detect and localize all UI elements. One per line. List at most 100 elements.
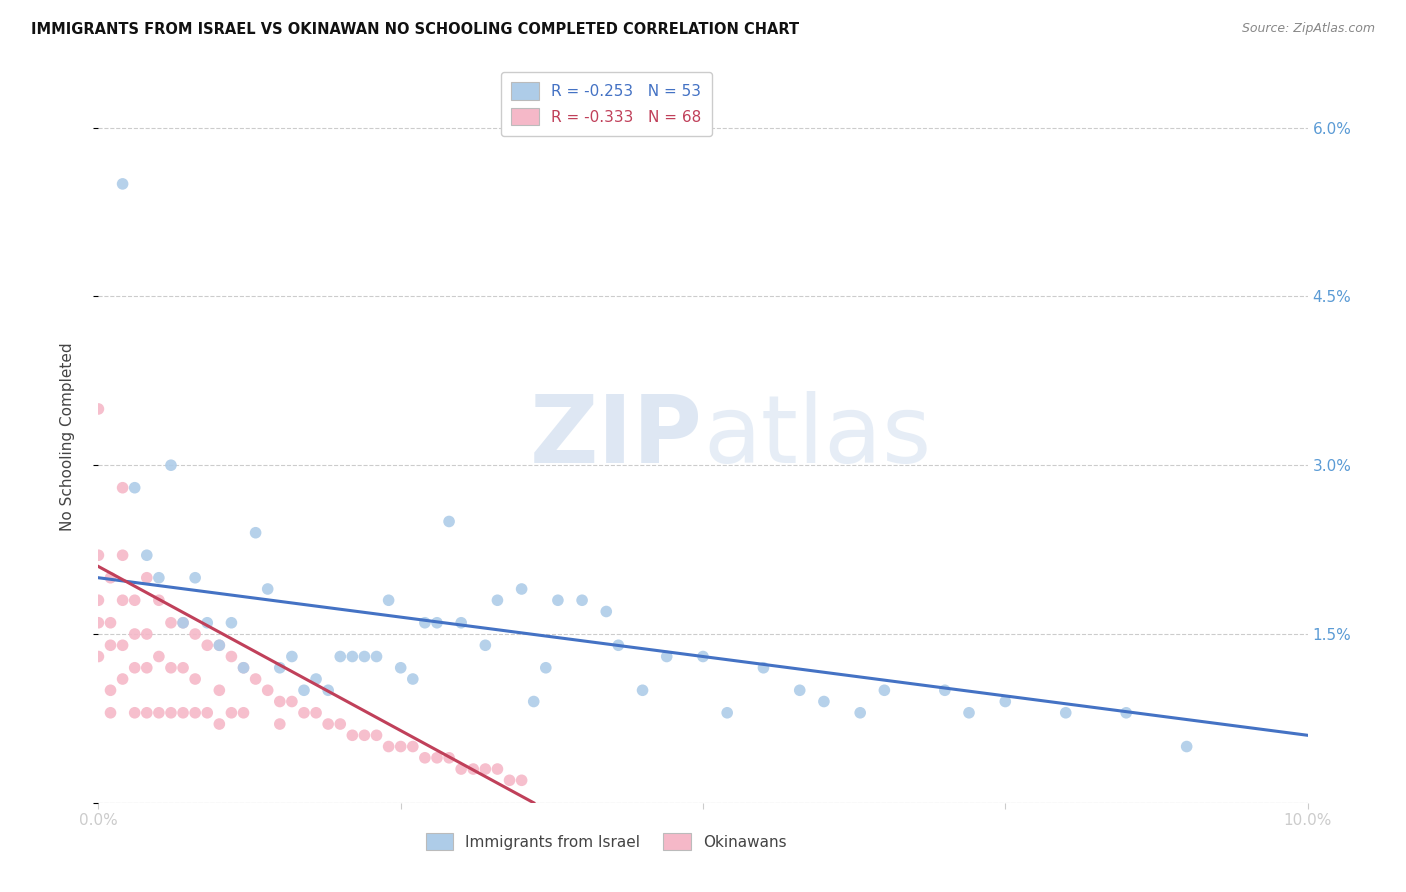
Point	[269, 694, 291, 708]
Point	[87, 649, 110, 664]
Point	[523, 694, 546, 708]
Point	[160, 615, 183, 630]
Point	[571, 593, 593, 607]
Text: atlas: atlas	[703, 391, 931, 483]
Point	[87, 615, 110, 630]
Point	[135, 548, 157, 562]
Point	[510, 582, 533, 596]
Point	[474, 762, 496, 776]
Legend: Immigrants from Israel, Okinawans: Immigrants from Israel, Okinawans	[415, 822, 797, 861]
Point	[148, 571, 170, 585]
Point	[437, 751, 460, 765]
Point	[366, 728, 388, 742]
Point	[342, 728, 364, 742]
Point	[873, 683, 896, 698]
Point	[256, 582, 278, 596]
Point	[413, 615, 436, 630]
Point	[184, 706, 207, 720]
Point	[366, 649, 388, 664]
Point	[172, 615, 194, 630]
Point	[124, 627, 146, 641]
Point	[716, 706, 738, 720]
Point	[377, 593, 399, 607]
Point	[631, 683, 654, 698]
Point	[148, 706, 170, 720]
Point	[474, 638, 496, 652]
Point	[208, 638, 231, 652]
Point	[135, 627, 157, 641]
Point	[849, 706, 872, 720]
Point	[813, 694, 835, 708]
Point	[111, 593, 134, 607]
Point	[547, 593, 569, 607]
Point	[486, 593, 509, 607]
Point	[305, 706, 328, 720]
Point	[329, 649, 352, 664]
Point	[208, 683, 231, 698]
Point	[208, 638, 231, 652]
Point	[329, 717, 352, 731]
Text: Source: ZipAtlas.com: Source: ZipAtlas.com	[1241, 22, 1375, 36]
Point	[221, 649, 243, 664]
Point	[124, 481, 146, 495]
Point	[184, 571, 207, 585]
Point	[135, 661, 157, 675]
Point	[195, 615, 218, 630]
Point	[208, 717, 231, 731]
Point	[256, 683, 278, 698]
Point	[957, 706, 980, 720]
Y-axis label: No Schooling Completed: No Schooling Completed	[60, 343, 75, 532]
Point	[232, 661, 254, 675]
Point	[281, 694, 304, 708]
Point	[377, 739, 399, 754]
Point	[184, 627, 207, 641]
Point	[245, 525, 267, 540]
Point	[316, 683, 339, 698]
Point	[994, 694, 1017, 708]
Point	[450, 615, 472, 630]
Point	[172, 706, 194, 720]
Point	[692, 649, 714, 664]
Point	[510, 773, 533, 788]
Text: ZIP: ZIP	[530, 391, 703, 483]
Point	[292, 706, 315, 720]
Point	[655, 649, 678, 664]
Point	[111, 548, 134, 562]
Point	[148, 649, 170, 664]
Point	[135, 571, 157, 585]
Point	[195, 638, 218, 652]
Point	[342, 649, 364, 664]
Point	[1054, 706, 1077, 720]
Point	[111, 638, 134, 652]
Point	[498, 773, 520, 788]
Point	[413, 751, 436, 765]
Point	[426, 615, 449, 630]
Point	[111, 481, 134, 495]
Point	[124, 593, 146, 607]
Point	[402, 739, 425, 754]
Point	[124, 706, 146, 720]
Point	[87, 548, 110, 562]
Point	[221, 615, 243, 630]
Point	[100, 571, 122, 585]
Point	[1175, 739, 1198, 754]
Point	[160, 706, 183, 720]
Point	[1115, 706, 1137, 720]
Point	[463, 762, 485, 776]
Point	[486, 762, 509, 776]
Point	[789, 683, 811, 698]
Point	[402, 672, 425, 686]
Point	[232, 661, 254, 675]
Point	[135, 706, 157, 720]
Point	[111, 672, 134, 686]
Point	[437, 515, 460, 529]
Point	[353, 728, 375, 742]
Point	[124, 661, 146, 675]
Point	[269, 717, 291, 731]
Point	[172, 615, 194, 630]
Point	[87, 593, 110, 607]
Text: IMMIGRANTS FROM ISRAEL VS OKINAWAN NO SCHOOLING COMPLETED CORRELATION CHART: IMMIGRANTS FROM ISRAEL VS OKINAWAN NO SC…	[31, 22, 799, 37]
Point	[100, 706, 122, 720]
Point	[221, 706, 243, 720]
Point	[353, 649, 375, 664]
